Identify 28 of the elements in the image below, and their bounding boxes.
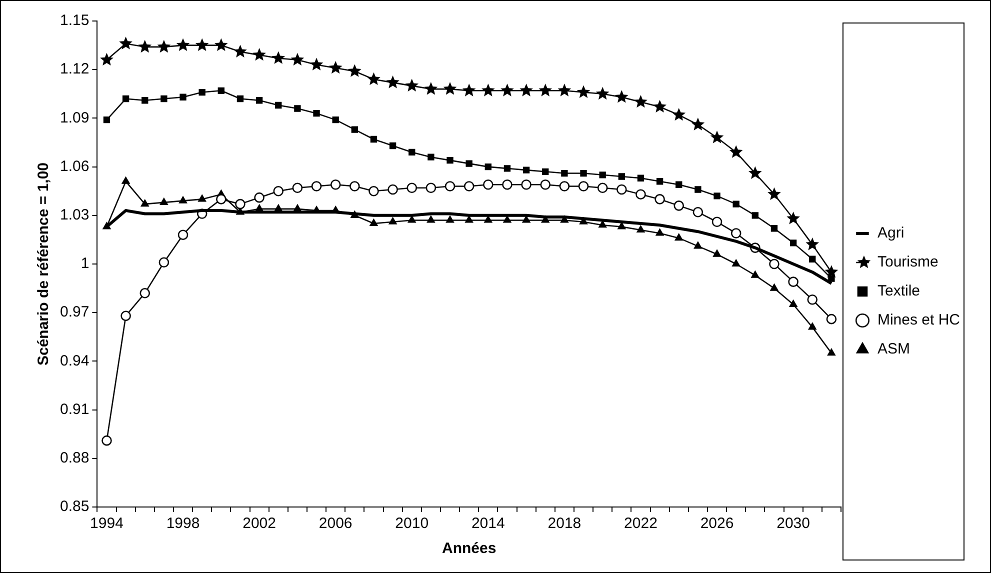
y-tick-label: 0.97 [60, 304, 90, 321]
legend-label: Mines et HC [877, 312, 960, 329]
y-tick-label: 0.85 [60, 498, 90, 516]
y-tick-label: 0.94 [60, 352, 90, 370]
y-tick-label: 1 [80, 255, 90, 272]
legend-label: ASM [877, 340, 910, 358]
x-tick-label: 2006 [318, 515, 352, 532]
x-axis-title: Années [442, 540, 496, 558]
x-tick-label: 2014 [471, 515, 505, 532]
y-tick-label: 0.91 [60, 400, 90, 418]
y-tick-label: 1.12 [60, 60, 90, 78]
x-tick-label: 2022 [624, 515, 658, 532]
x-tick-label: 2018 [548, 515, 582, 532]
y-tick-label: 1.03 [60, 206, 90, 224]
x-tick-label: 2010 [395, 515, 429, 532]
y-tick-label: 1.15 [60, 12, 90, 30]
y-tick-label: 0.88 [60, 450, 90, 467]
y-tick-label: 1.09 [60, 109, 90, 126]
x-tick-label: 1994 [90, 515, 124, 532]
x-tick-label: 2030 [776, 515, 810, 532]
x-tick-label: 1998 [166, 515, 200, 532]
legend-label: Tourisme [877, 254, 938, 271]
legend-label: Agri [877, 224, 904, 242]
y-tick-label: 1.06 [60, 158, 90, 175]
legend-label: Textile [877, 282, 920, 300]
x-tick-label: 2026 [700, 515, 734, 532]
x-tick-label: 2002 [242, 515, 276, 532]
y-axis-title: Scénario de référence = 1,00 [35, 162, 52, 366]
